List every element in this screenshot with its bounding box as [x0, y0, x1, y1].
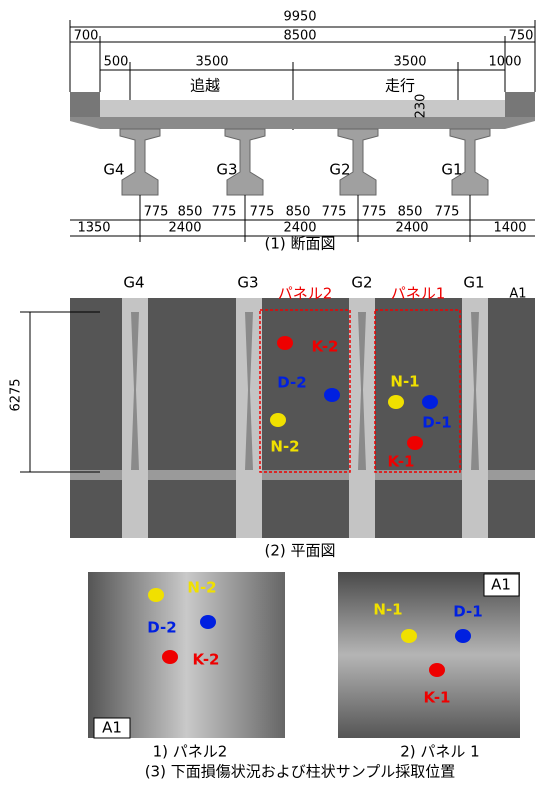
sample-label: K-2	[312, 338, 339, 356]
sample-dot	[429, 663, 445, 677]
sample-dot	[401, 629, 417, 643]
caption: (1) 断面図	[264, 235, 335, 253]
dim-text: 775	[435, 205, 460, 220]
dim-text: 230	[414, 94, 429, 119]
dim-text: 775	[212, 205, 237, 220]
slab	[100, 100, 505, 117]
sample-label: N-2	[187, 579, 216, 597]
dim-text: 850	[286, 205, 311, 220]
dim-text: 775	[362, 205, 387, 220]
dim-text: 2400	[283, 221, 316, 236]
panel-label: パネル2	[278, 285, 333, 303]
dim-text: 9950	[283, 10, 316, 25]
dim-text: 775	[250, 205, 275, 220]
girder-label: G1	[463, 274, 484, 292]
sample-label: D-2	[147, 619, 176, 637]
girder-label: G3	[216, 161, 237, 179]
sample-dot	[162, 650, 178, 664]
dim-text: 6275	[9, 378, 24, 411]
sample-label: K-1	[424, 689, 451, 707]
girder-label: G1	[441, 161, 462, 179]
dim-text: 850	[178, 205, 203, 220]
figure: 9950 700 8500 750 500 3500 3500 1000 追越 …	[0, 0, 539, 794]
sample-label: K-1	[388, 453, 415, 471]
girder-label: G4	[103, 161, 124, 179]
sample-dot	[148, 588, 164, 602]
dim-text: 750	[509, 29, 534, 44]
caption: (2) 平面図	[264, 542, 335, 560]
caption: 2) パネル 1	[400, 743, 479, 761]
dim-text: 1400	[493, 221, 526, 236]
abutment-label: A1	[102, 719, 122, 737]
barrier	[70, 92, 100, 117]
sample-label: D-1	[422, 414, 451, 432]
dim-text: 3500	[195, 55, 228, 70]
sample-dot	[324, 388, 340, 402]
sample-dot	[270, 413, 286, 427]
dim-text: 2400	[395, 221, 428, 236]
dim-text: 1000	[488, 55, 521, 70]
girder-label: G3	[237, 274, 258, 292]
abutment-label: A1	[509, 287, 526, 302]
sample-label: K-2	[193, 651, 220, 669]
sample-label: D-1	[453, 603, 482, 621]
photos: A1 A1 N-2 D-2 K-2 N-1 D-1 K-1 1) パネル2 2) パネル …	[88, 572, 520, 781]
lane-label: 追越	[190, 77, 220, 95]
dim-text: 3500	[393, 55, 426, 70]
lane-label: 走行	[385, 77, 415, 95]
girder-label: G2	[329, 161, 350, 179]
girder-label: G4	[123, 274, 144, 292]
sample-dot	[407, 436, 423, 450]
sample-label: N-1	[373, 601, 402, 619]
sample-label: N-2	[270, 438, 299, 456]
dim-text: 2400	[168, 221, 201, 236]
sample-dot	[455, 629, 471, 643]
caption: (3) 下面損傷状況および柱状サンプル採取位置	[145, 763, 456, 781]
sample-dot	[388, 395, 404, 409]
dim-text: 500	[104, 55, 129, 70]
dim-text: 775	[144, 205, 169, 220]
dim-text: 1350	[77, 221, 110, 236]
dim-text: 850	[398, 205, 423, 220]
bottom-dims: 775 850 775 775 850 775 775 850 775	[144, 205, 460, 220]
dim-text: 775	[322, 205, 347, 220]
sample-label: D-2	[277, 374, 306, 392]
abutment-label: A1	[491, 576, 511, 594]
dim-text: 8500	[283, 29, 316, 44]
sample-dot	[277, 336, 293, 350]
slab-soffit	[70, 117, 535, 129]
caption: 1) パネル2	[153, 743, 228, 761]
photo	[88, 572, 285, 738]
plan-view: G4 G3 G2 G1 パネル2 パネル1 A1 6275 K-2 D-2 N-2 N…	[9, 274, 536, 560]
sample-dot	[200, 615, 216, 629]
dim-text: 700	[74, 29, 99, 44]
sample-label: N-1	[390, 373, 419, 391]
panel-label: パネル1	[391, 285, 446, 303]
girder	[120, 129, 160, 195]
barrier	[505, 92, 535, 117]
sample-dot	[422, 395, 438, 409]
cross-section: 9950 700 8500 750 500 3500 3500 1000 追越 …	[70, 10, 535, 253]
photo	[338, 572, 520, 738]
girder-label: G2	[351, 274, 372, 292]
